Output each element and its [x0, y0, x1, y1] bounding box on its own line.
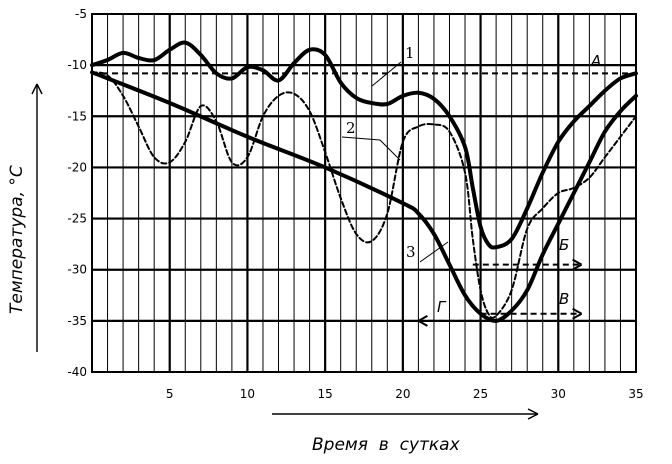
curve-and-marker-labels: 1 2 3 А Б В Г [341, 44, 601, 316]
reference-lines [92, 72, 636, 327]
reference-arrowhead [572, 307, 583, 320]
curve-label-3: 3 [406, 243, 416, 261]
y-axis-title: Температура, °C [7, 165, 27, 314]
reference-arrowhead [417, 314, 428, 327]
tick-labels: 5 10 15 20 25 30 35 -5 -10 -15 -20 -25 -30 -35 -40 [67, 7, 643, 401]
x-tick-label: 20 [395, 387, 410, 401]
reference-label: Г [437, 298, 447, 316]
x-tick-label: 25 [473, 387, 488, 401]
x-tick-label: 15 [318, 387, 333, 401]
reference-arrowhead [572, 258, 583, 271]
reference-label: Б [559, 236, 569, 254]
y-tick-label: -30 [67, 263, 87, 277]
y-axis-title-group: Температура, °C [7, 83, 43, 352]
y-tick-label: -25 [67, 212, 87, 226]
curve-label-leader [341, 136, 401, 161]
data-series [90, 40, 638, 323]
curve-label-2: 2 [346, 119, 356, 137]
y-tick-label: -5 [75, 7, 87, 21]
x-axis-title: Время в сутках [312, 435, 461, 455]
plot-frame [91, 13, 637, 373]
curve-label-1: 1 [405, 44, 415, 62]
reference-label: В [559, 290, 569, 308]
y-tick-label: -35 [67, 314, 87, 328]
x-tick-label: 10 [240, 387, 255, 401]
curve-label-leader [371, 61, 402, 87]
x-axis-title-group: Время в сутках [272, 408, 539, 455]
chart-grid [91, 13, 637, 373]
y-tick-label: -20 [67, 160, 87, 174]
y-tick-label: -10 [67, 58, 87, 72]
y-tick-label: -40 [67, 365, 87, 379]
series-line-2 [91, 71, 637, 319]
series-line-1 [90, 40, 638, 250]
x-tick-label: 30 [551, 387, 566, 401]
y-tick-label: -15 [67, 109, 87, 123]
series-line-3 [90, 70, 638, 323]
curve-label-leader [419, 241, 449, 263]
x-axis-arrowhead [527, 408, 539, 420]
x-tick-label: 5 [166, 387, 174, 401]
y-axis-arrowhead [31, 83, 43, 95]
x-tick-label: 35 [628, 387, 643, 401]
reference-label: А [590, 52, 601, 70]
